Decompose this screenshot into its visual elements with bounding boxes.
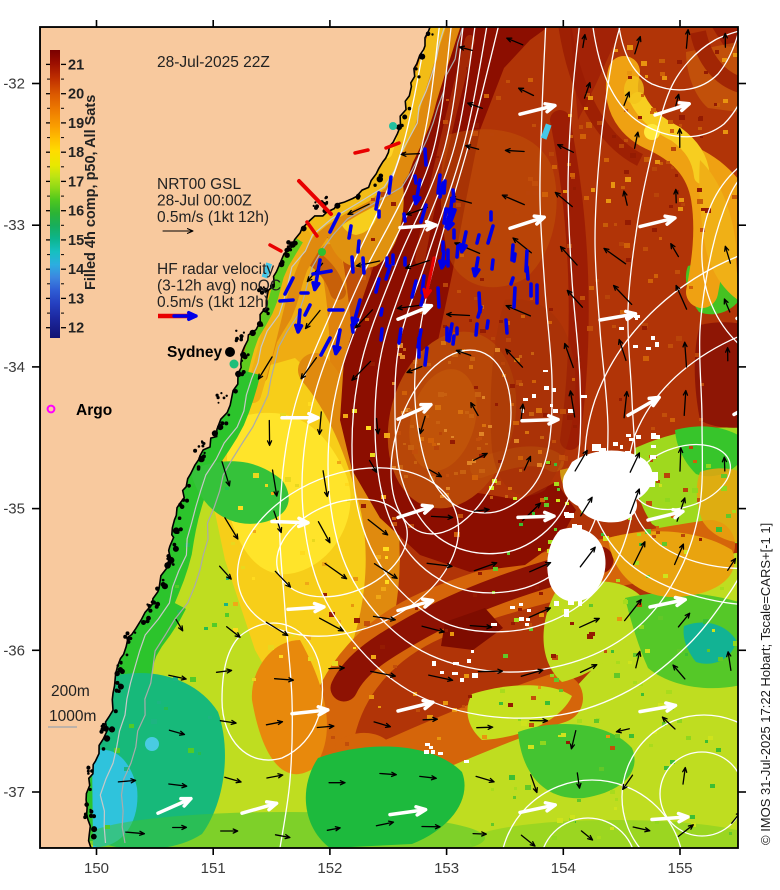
svg-text:0.5m/s (1kt 12h): 0.5m/s (1kt 12h) [157,294,269,311]
svg-text:© IMOS 31-Jul-2025 17:22 Hobar: © IMOS 31-Jul-2025 17:22 Hobart; Tscale=… [758,523,773,845]
svg-text:Filled 4h comp, p50, All Sats: Filled 4h comp, p50, All Sats [83,95,99,290]
svg-text:Argo: Argo [76,402,112,419]
svg-text:28-Jul 00:00Z: 28-Jul 00:00Z [157,193,252,210]
svg-text:28-Jul-2025 22Z: 28-Jul-2025 22Z [157,54,270,71]
svg-text:-32: -32 [3,76,25,93]
svg-text:-33: -33 [3,217,25,234]
svg-text:153: 153 [434,860,459,877]
svg-text:18: 18 [68,145,84,161]
svg-text:-37: -37 [3,784,25,801]
svg-text:0.5m/s (1kt 12h): 0.5m/s (1kt 12h) [157,209,269,226]
svg-text:154: 154 [551,860,576,877]
svg-text:Sydney: Sydney [167,344,223,361]
svg-text:12: 12 [68,321,84,337]
svg-text:20: 20 [68,87,84,103]
svg-text:13: 13 [68,291,84,307]
svg-text:1000m: 1000m [49,708,96,725]
svg-text:15: 15 [68,233,84,249]
svg-text:HF radar velocity: HF radar velocity [157,261,274,278]
svg-text:17: 17 [68,174,84,190]
svg-text:(3-12h avg) noQC: (3-12h avg) noQC [157,278,281,295]
svg-text:14: 14 [68,262,84,278]
svg-text:151: 151 [201,860,226,877]
svg-text:-35: -35 [3,501,25,518]
svg-text:21: 21 [68,57,84,73]
svg-text:16: 16 [68,204,84,220]
svg-text:150: 150 [84,860,109,877]
svg-text:NRT00 GSL: NRT00 GSL [157,176,242,193]
svg-text:152: 152 [317,860,342,877]
svg-text:200m: 200m [51,683,90,700]
svg-text:19: 19 [68,116,84,132]
svg-text:155: 155 [667,860,692,877]
svg-text:-36: -36 [3,642,25,659]
svg-text:-34: -34 [3,359,25,376]
